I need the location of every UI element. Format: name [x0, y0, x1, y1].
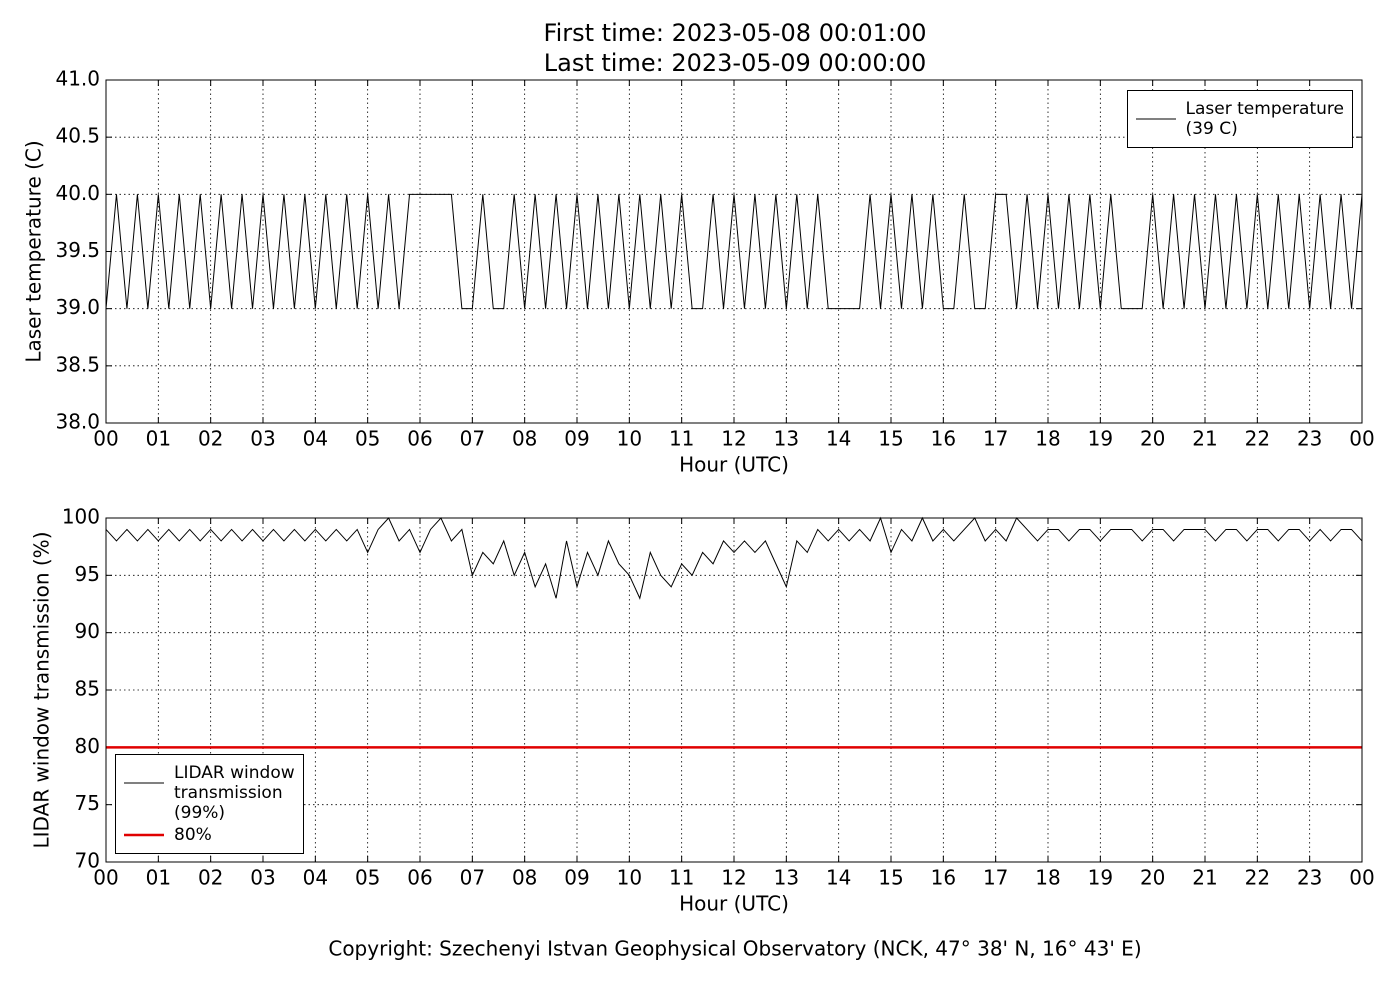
x-tick-label: 09 [564, 866, 589, 890]
plot-frame [105, 517, 1363, 863]
x-tick-label: 18 [1035, 427, 1060, 451]
footer: Copyright: Szechenyi Istvan Geophysical … [328, 937, 1141, 961]
legend-label: Laser temperature (39 C) [1185, 99, 1344, 139]
y-tick-label: 75 [75, 791, 100, 815]
x-tick-label: 10 [617, 427, 642, 451]
x-tick-label: 08 [512, 427, 537, 451]
x-tick-label: 03 [250, 866, 275, 890]
x-tick-label: 21 [1192, 866, 1217, 890]
x-tick-label: 23 [1297, 866, 1322, 890]
x-tick-label: 22 [1245, 427, 1270, 451]
x-tick-label: 05 [355, 866, 380, 890]
y-tick-label: 39.5 [55, 238, 100, 262]
x-tick-label: 01 [146, 866, 171, 890]
x-tick-label: 04 [303, 427, 328, 451]
y-axis-label: LIDAR window transmission (%) [30, 532, 54, 849]
x-tick-label: 11 [669, 866, 694, 890]
x-tick-label: 02 [198, 866, 223, 890]
legend-swatch [124, 833, 164, 837]
x-tick-label: 09 [564, 427, 589, 451]
legend: Laser temperature (39 C) [1126, 90, 1353, 148]
x-tick-label: 11 [669, 427, 694, 451]
legend-entry: 80% [124, 825, 295, 845]
x-axis-label: Hour (UTC) [679, 453, 789, 477]
x-tick-label: 22 [1245, 866, 1270, 890]
x-tick-label: 16 [931, 427, 956, 451]
y-tick-label: 40.0 [55, 181, 100, 205]
legend-swatch [1135, 118, 1176, 120]
x-tick-label: 02 [198, 427, 223, 451]
x-tick-label: 15 [878, 427, 903, 451]
legend: LIDAR window transmission (99%) 80% [115, 754, 304, 854]
legend-entry: LIDAR window transmission (99%) [124, 763, 295, 823]
x-tick-label: 17 [983, 866, 1008, 890]
y-axis-label: Laser temperature (C) [22, 140, 46, 362]
plot-frame [105, 79, 1363, 424]
x-tick-label: 17 [983, 427, 1008, 451]
y-tick-label: 39.0 [55, 295, 100, 319]
x-tick-label: 08 [512, 866, 537, 890]
y-tick-label: 80 [75, 734, 100, 758]
y-tick-label: 40.5 [55, 124, 100, 148]
x-tick-label: 12 [721, 427, 746, 451]
x-tick-label: 06 [407, 866, 432, 890]
x-tick-label: 13 [774, 427, 799, 451]
x-tick-label: 00 [1349, 866, 1374, 890]
x-tick-label: 04 [303, 866, 328, 890]
legend-entry: Laser temperature (39 C) [1135, 99, 1344, 139]
x-tick-label: 16 [931, 866, 956, 890]
legend-swatch [124, 782, 164, 784]
chart-subtitle: Last time: 2023-05-09 00:00:00 [544, 49, 926, 77]
x-tick-label: 23 [1297, 427, 1322, 451]
x-tick-label: 06 [407, 427, 432, 451]
chart-title: First time: 2023-05-08 00:01:00 [544, 19, 927, 47]
x-tick-label: 10 [617, 866, 642, 890]
x-tick-label: 14 [826, 427, 851, 451]
x-tick-label: 20 [1140, 427, 1165, 451]
x-tick-label: 07 [460, 427, 485, 451]
x-tick-label: 20 [1140, 866, 1165, 890]
x-tick-label: 01 [146, 427, 171, 451]
x-tick-label: 07 [460, 866, 485, 890]
x-tick-label: 05 [355, 427, 380, 451]
x-tick-label: 15 [878, 866, 903, 890]
y-tick-label: 41.0 [55, 67, 100, 91]
y-tick-label: 90 [75, 619, 100, 643]
x-tick-label: 00 [1349, 427, 1374, 451]
x-tick-label: 00 [93, 427, 118, 451]
y-tick-label: 38.5 [55, 352, 100, 376]
x-tick-label: 13 [774, 866, 799, 890]
y-tick-label: 95 [75, 562, 100, 586]
x-tick-label: 19 [1088, 427, 1113, 451]
y-tick-label: 70 [75, 849, 100, 873]
x-tick-label: 21 [1192, 427, 1217, 451]
x-axis-label: Hour (UTC) [679, 892, 789, 916]
x-tick-label: 18 [1035, 866, 1060, 890]
x-tick-label: 03 [250, 427, 275, 451]
x-tick-label: 00 [93, 866, 118, 890]
y-tick-label: 100 [62, 505, 100, 529]
series-line [105, 193, 1363, 310]
x-tick-label: 14 [826, 866, 851, 890]
series-line [105, 516, 1363, 600]
x-tick-label: 19 [1088, 866, 1113, 890]
y-tick-label: 85 [75, 677, 100, 701]
y-tick-label: 38.0 [55, 410, 100, 434]
legend-label: 80% [174, 825, 212, 845]
x-tick-label: 12 [721, 866, 746, 890]
legend-label: LIDAR window transmission (99%) [174, 763, 295, 823]
